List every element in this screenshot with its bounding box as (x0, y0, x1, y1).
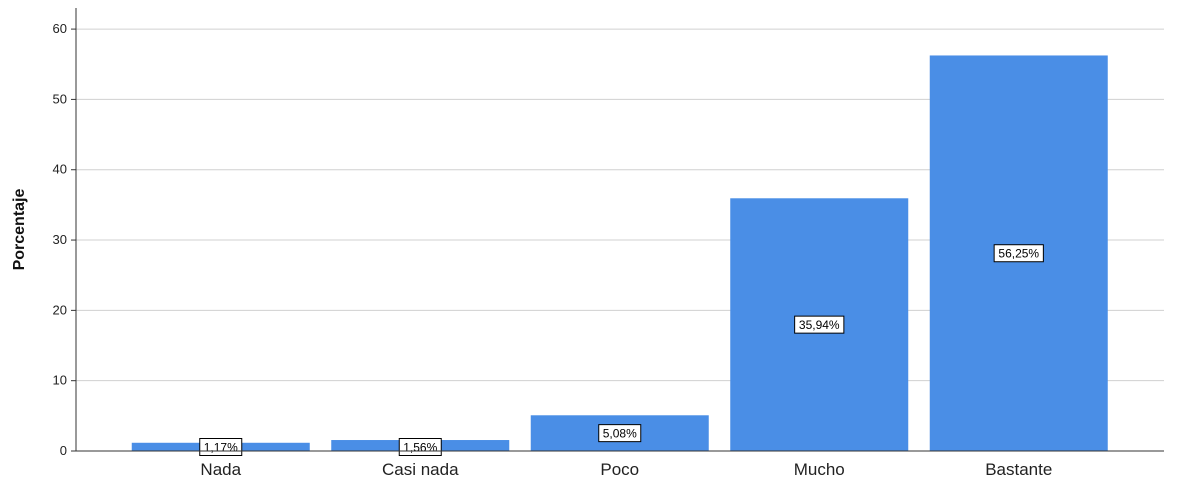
y-tick-label: 30 (53, 232, 67, 247)
x-tick-label: Poco (600, 460, 639, 479)
y-tick-label: 20 (53, 302, 67, 317)
bars: 1,17% 1,56% 5,08% 35,94% 56,25% (131, 55, 1108, 456)
data-label: 35,94% (799, 318, 840, 332)
y-axis-ticks: 0 10 20 30 40 50 60 (53, 21, 76, 458)
data-label: 1,56% (403, 441, 437, 455)
y-tick-label: 10 (53, 373, 67, 388)
y-tick-label: 60 (53, 21, 67, 36)
y-tick-label: 40 (53, 162, 67, 177)
y-tick-label: 0 (60, 443, 67, 458)
x-tick-label: Bastante (985, 460, 1052, 479)
data-label: 56,25% (998, 247, 1039, 261)
y-axis-title: Porcentaje (11, 188, 28, 270)
x-tick-label: Nada (200, 460, 241, 479)
x-tick-label: Casi nada (382, 460, 459, 479)
data-label-box (993, 244, 1044, 263)
data-label-box (598, 424, 642, 443)
x-axis-labels: Nada Casi nada Poco Mucho Bastante (200, 460, 1052, 479)
x-tick-label: Mucho (794, 460, 845, 479)
data-label: 5,08% (603, 427, 637, 441)
data-label: 1,17% (204, 441, 238, 455)
data-label-box (794, 315, 845, 334)
y-tick-label: 50 (53, 91, 67, 106)
